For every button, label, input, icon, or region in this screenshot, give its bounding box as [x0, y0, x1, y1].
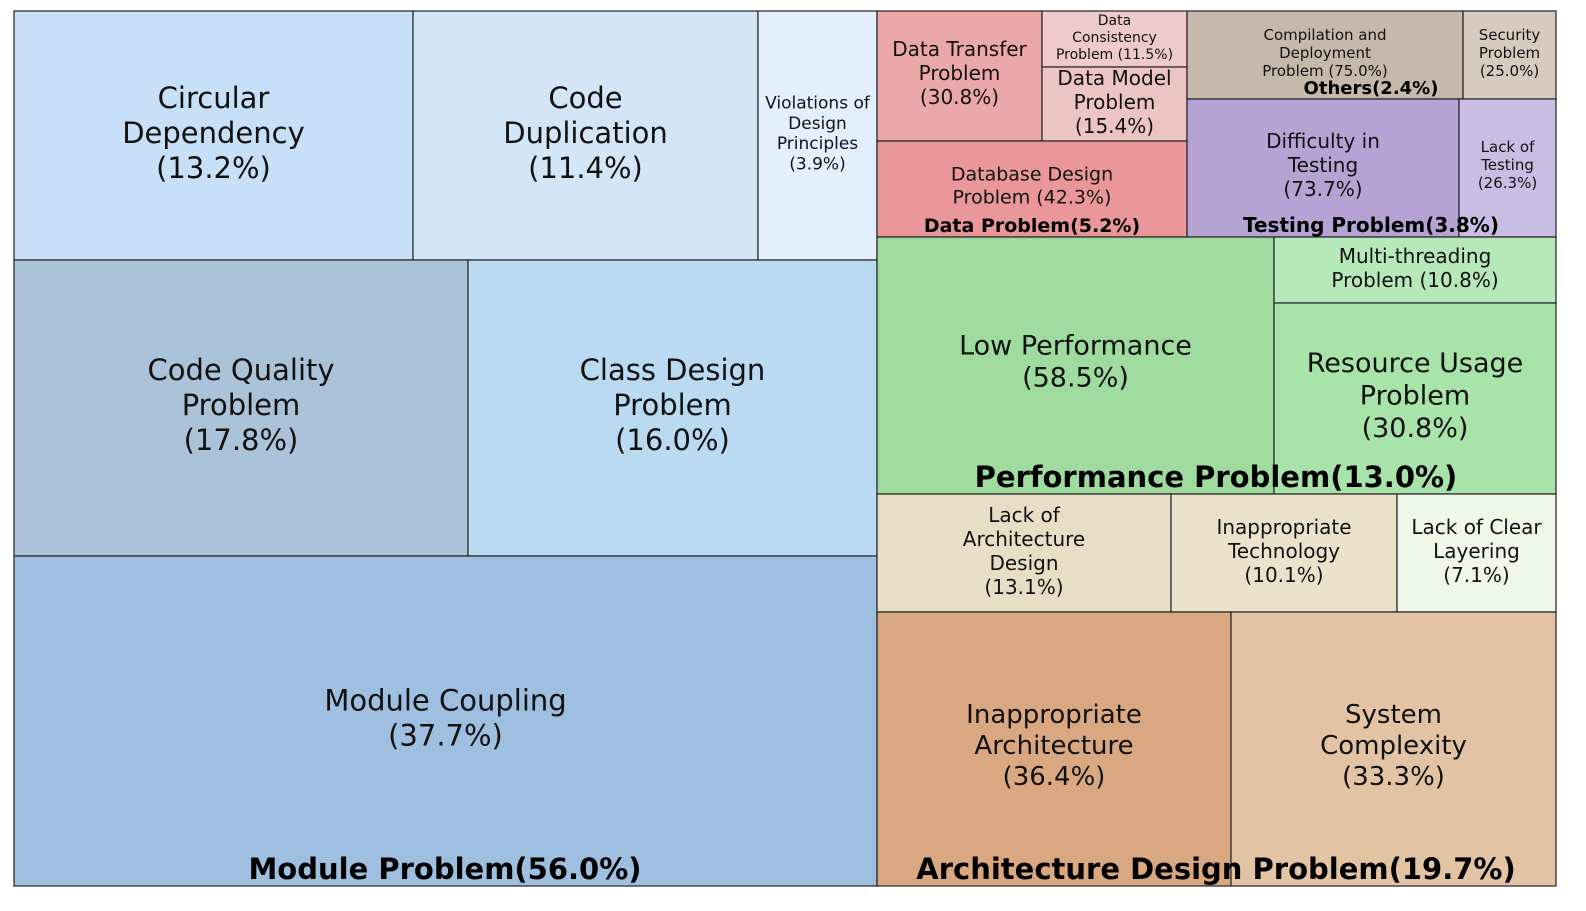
treemap-cell-label: Lack of Testing (26.3%) [1478, 138, 1537, 192]
treemap-cell-rect [1462, 10, 1557, 100]
treemap-cell-label: Inappropriate Architecture (36.4%) [966, 700, 1142, 792]
treemap-cell-rect [1041, 10, 1188, 68]
treemap-group-labels: Module Problem(56.0%) Data Problem(5.2%) O… [248, 78, 1515, 886]
treemap-cell-rect [1458, 98, 1557, 238]
treemap-cell-label: Difficulty in Testing (73.7%) [1266, 129, 1380, 201]
treemap-cell-resource-usage-problem: Resource Usage Problem (30.8%) [1273, 302, 1557, 495]
treemap-cell-lack-of-testing: Lack of Testing (26.3%) [1458, 98, 1557, 238]
treemap-cell-label: Lack of Architecture Design (13.1%) [963, 503, 1085, 599]
group-label-testing-problem: Testing Problem(3.8%) [1243, 213, 1499, 237]
treemap-cell-system-complexity: System Complexity (33.3%) [1230, 611, 1557, 887]
treemap-cell-class-design-problem: Class Design Problem (16.0%) [467, 259, 878, 557]
treemap-cell-label: Violations of Design Principles (3.9%) [765, 93, 871, 174]
treemap-cells: Circular Dependency (13.2%) Code Duplication… [13, 10, 1557, 887]
treemap-cell-code-quality-problem: Code Quality Problem (17.8%) [13, 259, 469, 557]
treemap-cell-label: Resource Usage Problem (30.8%) [1307, 348, 1524, 444]
treemap-cell-label: Data Transfer Problem (30.8%) [892, 37, 1027, 109]
treemap-cell-rect [412, 10, 759, 261]
treemap-cell-label: System Complexity (33.3%) [1320, 700, 1467, 792]
group-label-performance-problem: Performance Problem(13.0%) [975, 460, 1458, 494]
treemap-cell-rect [876, 10, 1043, 142]
treemap-cell-label: Security Problem (25.0%) [1479, 26, 1541, 80]
treemap-cell-label: Compilation and Deployment Problem (75.0%) [1262, 26, 1387, 80]
treemap-cell-lack-of-clear-layering: Lack of Clear Layering (7.1%) [1396, 493, 1557, 613]
treemap-cell-data-consistency-problem: Data Consistency Problem (11.5%) [1041, 10, 1188, 68]
treemap-cell-rect [13, 10, 414, 261]
treemap-cell-code-duplication: Code Duplication (11.4%) [412, 10, 759, 261]
treemap-cell-rect [876, 493, 1172, 613]
treemap-cell-label: Multi-threading Problem (10.8%) [1331, 244, 1498, 292]
treemap-cell-rect [1170, 493, 1398, 613]
group-label-others: Others(2.4%) [1304, 78, 1439, 99]
treemap-cell-inappropriate-architecture: Inappropriate Architecture (36.4%) [876, 611, 1232, 887]
treemap-cell-rect [1186, 10, 1464, 100]
treemap-cell-multi-threading-problem: Multi-threading Problem (10.8%) [1273, 236, 1557, 304]
treemap-cell-label: Low Performance (58.5%) [959, 330, 1192, 393]
treemap-cell-database-design-problem: Database Design Problem (42.3%) [876, 140, 1188, 238]
group-label-module-problem: Module Problem(56.0%) [248, 852, 641, 886]
group-label-architecture-design-problem: Architecture Design Problem(19.7%) [916, 852, 1515, 886]
treemap-cell-label: Inappropriate Technology (10.1%) [1216, 515, 1351, 587]
treemap-cell-low-performance: Low Performance (58.5%) [876, 236, 1275, 495]
treemap-cell-rect [1396, 493, 1557, 613]
treemap-cell-label: Lack of Clear Layering (7.1%) [1411, 515, 1542, 587]
treemap-cell-rect [757, 10, 878, 261]
treemap-cell-label: Circular Dependency (13.2%) [122, 81, 305, 185]
treemap-cell-security-problem: Security Problem (25.0%) [1462, 10, 1557, 100]
treemap-cell-rect [467, 259, 878, 557]
treemap-cell-inappropriate-technology: Inappropriate Technology (10.1%) [1170, 493, 1398, 613]
treemap-cell-rect [876, 611, 1232, 887]
treemap-cell-difficulty-in-testing: Difficulty in Testing (73.7%) [1186, 98, 1460, 238]
treemap-cell-label: Code Duplication (11.4%) [503, 81, 668, 185]
treemap-cell-module-coupling: Module Coupling (37.7%) [13, 555, 878, 887]
treemap-cell-rect [1273, 302, 1557, 495]
treemap-cell-lack-of-architecture-design: Lack of Architecture Design (13.1%) [876, 493, 1172, 613]
treemap-cell-rect [876, 140, 1188, 238]
treemap-cell-data-model-problem: Data Model Problem (15.4%) [1041, 66, 1188, 142]
treemap-cell-label: Data Model Problem (15.4%) [1057, 66, 1171, 138]
treemap-cell-rect [1186, 98, 1460, 238]
treemap-cell-rect [1041, 66, 1188, 142]
treemap-cell-compilation-and-deployment-problem: Compilation and Deployment Problem (75.0%) [1186, 10, 1464, 100]
treemap-cell-label: Module Coupling (37.7%) [324, 684, 566, 753]
treemap-cell-rect [13, 555, 878, 887]
treemap-cell-rect [1230, 611, 1557, 887]
treemap-cell-violations-of-design-principles: Violations of Design Principles (3.9%) [757, 10, 878, 261]
treemap-cell-label: Class Design Problem (16.0%) [580, 353, 766, 457]
treemap-cell-rect [13, 259, 469, 557]
treemap-cell-label: Code Quality Problem (17.8%) [147, 353, 334, 457]
treemap-cell-label: Data Consistency Problem (11.5%) [1056, 13, 1173, 63]
treemap-cell-label: Database Design Problem (42.3%) [951, 164, 1113, 209]
treemap-cell-data-transfer-problem: Data Transfer Problem (30.8%) [876, 10, 1043, 142]
treemap-cell-rect [876, 236, 1275, 495]
group-label-data-problem: Data Problem(5.2%) [924, 215, 1140, 237]
treemap-cell-circular-dependency: Circular Dependency (13.2%) [13, 10, 414, 261]
